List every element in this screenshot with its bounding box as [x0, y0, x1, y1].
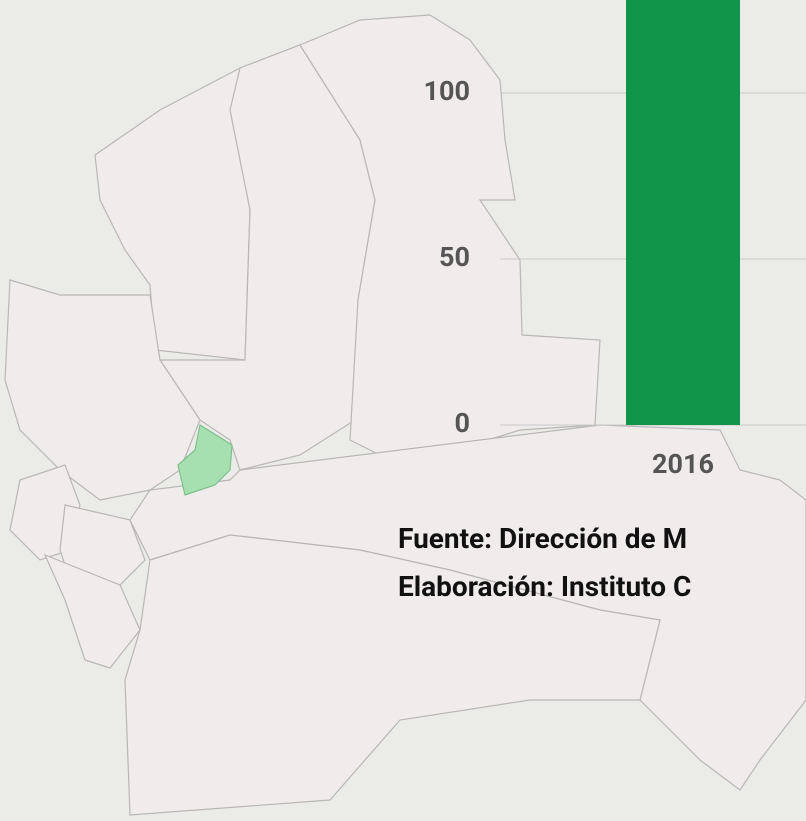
x-tick-label: 2016	[652, 448, 714, 480]
map-region-selected	[177, 424, 233, 496]
map	[4, 14, 806, 816]
map-region	[4, 279, 201, 501]
map-region	[299, 14, 601, 466]
credit-note: Elaboración: Instituto C	[398, 570, 691, 603]
map-region	[124, 534, 661, 816]
map-region	[43, 553, 141, 669]
source-note: Fuente: Dirección de M	[398, 522, 687, 555]
y-tick-label: 50	[439, 241, 470, 273]
y-tick-label: 100	[424, 75, 470, 107]
bar	[626, 0, 740, 425]
y-tick-label: 0	[455, 407, 471, 439]
bar-chart: 0 50 100 2016	[424, 0, 806, 480]
